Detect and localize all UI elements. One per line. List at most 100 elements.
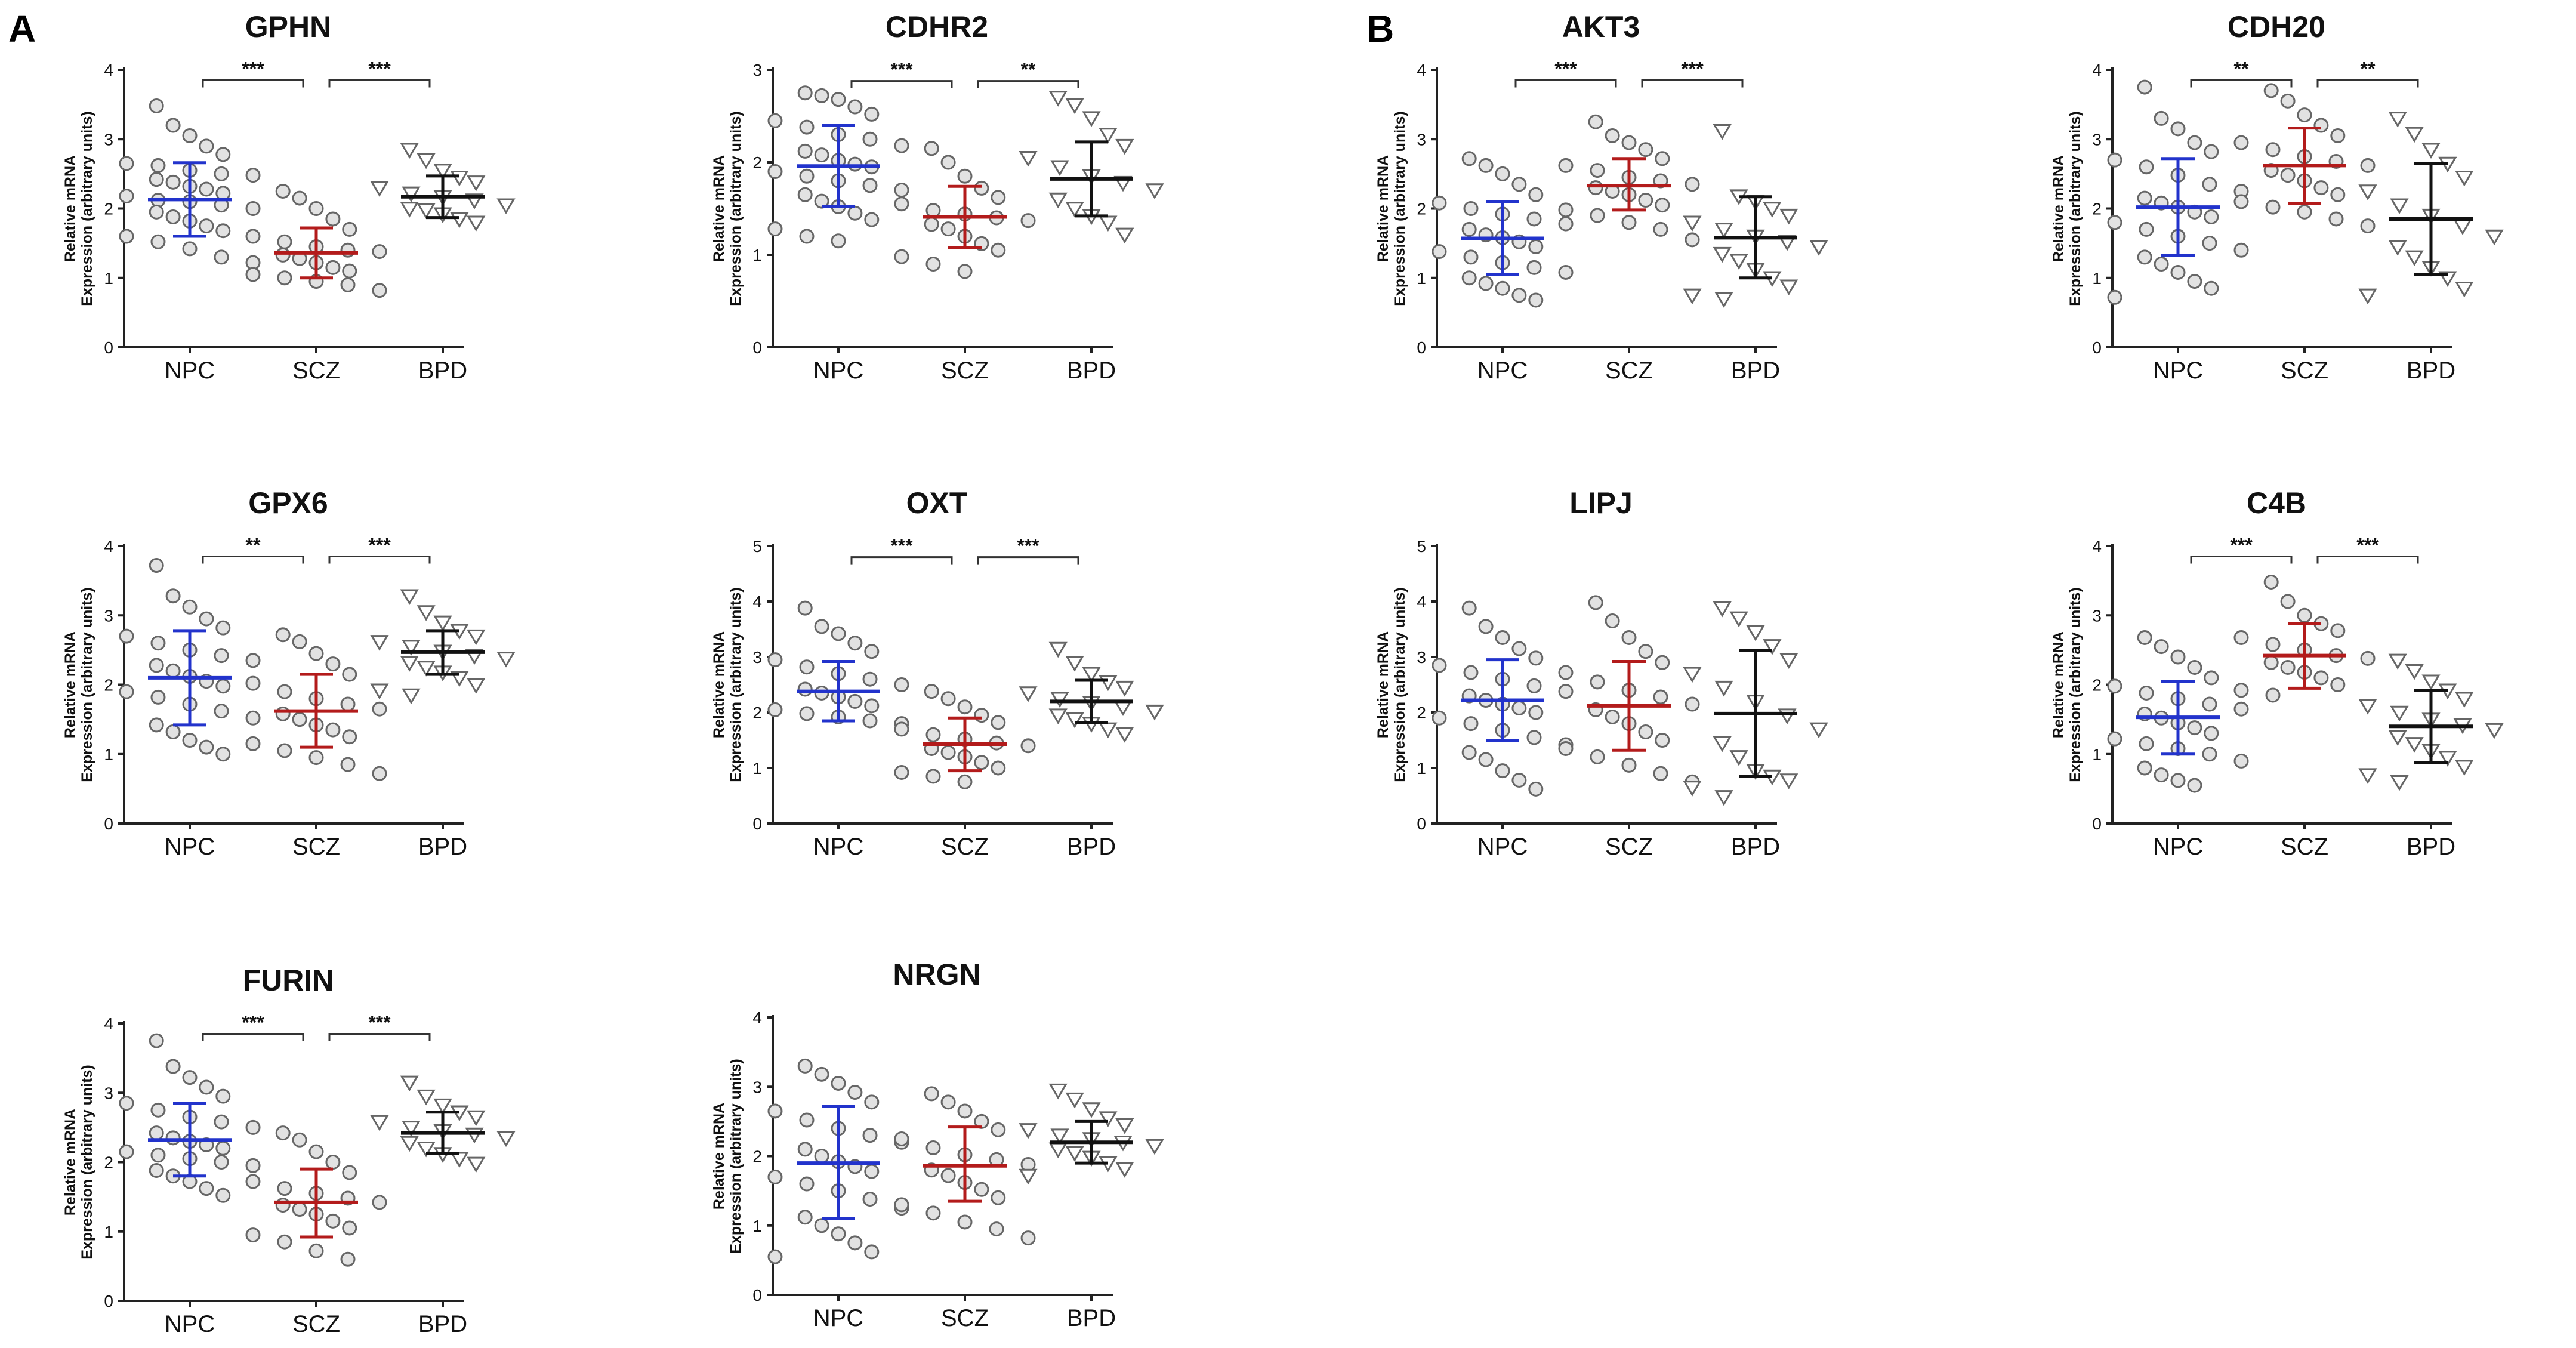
data-point-npc xyxy=(862,1128,878,1143)
data-point-bpd xyxy=(2405,664,2424,680)
data-point-scz xyxy=(2297,204,2312,220)
y-tick-label: 1 xyxy=(2092,745,2102,764)
data-point-scz xyxy=(2330,187,2346,202)
data-point-scz xyxy=(308,201,324,216)
x-tick-label-scz: SCZ xyxy=(2281,834,2328,860)
data-point-npc xyxy=(1463,716,1479,732)
y-axis-label-line2: Expression (arbitrary units) xyxy=(79,1065,95,1259)
data-point-scz xyxy=(2233,194,2249,209)
data-point-scz xyxy=(924,684,939,699)
data-point-bpd xyxy=(1115,227,1134,244)
data-point-bpd xyxy=(370,1115,389,1131)
data-point-bpd xyxy=(2358,768,2377,784)
data-point-scz xyxy=(1558,665,1574,680)
data-point-bpd xyxy=(433,1098,452,1115)
data-point-npc xyxy=(767,1169,783,1184)
data-point-scz xyxy=(925,769,941,784)
significance-bracket xyxy=(328,79,431,88)
data-point-scz xyxy=(1605,709,1620,724)
data-point-scz xyxy=(275,627,291,643)
y-tick-label: 0 xyxy=(752,1286,762,1304)
significance-label: *** xyxy=(1017,535,1039,557)
data-point-npc xyxy=(1461,221,1477,237)
data-point-npc xyxy=(149,172,164,187)
significance-bracket xyxy=(2190,555,2293,564)
data-point-npc xyxy=(245,1158,261,1173)
significance-label: *** xyxy=(242,58,264,79)
data-point-npc xyxy=(119,628,134,644)
data-point-bpd xyxy=(1082,111,1101,127)
data-point-bpd xyxy=(467,215,486,232)
data-point-npc xyxy=(1461,600,1477,616)
data-point-scz xyxy=(991,715,1006,730)
data-point-bpd xyxy=(400,656,419,672)
data-point-npc xyxy=(199,218,214,234)
data-point-npc xyxy=(847,1085,863,1100)
chart-title-lipj: LIPJ xyxy=(1569,486,1633,520)
significance-bracket xyxy=(328,1032,431,1041)
data-point-npc xyxy=(2187,274,2202,289)
y-tick-label: 3 xyxy=(1417,130,1426,149)
data-point-scz xyxy=(277,743,292,758)
data-point-bpd xyxy=(1713,601,1732,618)
chart-nrgn: NRGN Relative mRNA Expression (arbitrary u… xyxy=(711,958,1164,1331)
data-point-npc xyxy=(1495,630,1510,645)
data-point-scz xyxy=(342,1165,357,1180)
data-point-bpd xyxy=(465,1127,484,1144)
data-point-scz xyxy=(277,234,292,249)
data-point-bpd xyxy=(1683,215,1702,232)
y-tick-label: 5 xyxy=(752,537,762,556)
data-point-scz xyxy=(2280,93,2296,109)
x-tick-label-bpd: BPD xyxy=(418,1311,467,1337)
data-point-scz xyxy=(292,190,307,206)
data-point-npc xyxy=(831,1075,846,1091)
data-point-npc xyxy=(2139,685,2154,701)
y-tick-label: 2 xyxy=(752,704,762,722)
data-point-npc xyxy=(2154,257,2169,272)
data-point-scz xyxy=(925,727,941,742)
significance-label: *** xyxy=(368,1011,391,1033)
data-point-scz xyxy=(1558,202,1574,218)
data-point-bpd xyxy=(400,202,419,218)
data-point-npc xyxy=(864,212,880,227)
data-point-bpd xyxy=(433,164,452,180)
data-point-npc xyxy=(797,85,813,101)
data-point-bpd xyxy=(1145,1139,1164,1155)
data-point-npc xyxy=(2137,79,2152,95)
data-point-bpd xyxy=(1019,1123,1038,1139)
data-point-scz xyxy=(894,721,909,737)
data-point-npc xyxy=(767,113,783,128)
data-point-npc xyxy=(149,658,164,673)
data-point-scz xyxy=(308,646,324,661)
data-point-bpd xyxy=(1019,1168,1038,1185)
data-point-scz xyxy=(1653,221,1668,237)
data-point-bpd xyxy=(2405,737,2424,753)
data-point-npc xyxy=(2154,110,2169,126)
data-point-scz xyxy=(308,1243,324,1258)
y-axis-label-line1: Relative mRNA xyxy=(62,631,79,738)
data-point-scz xyxy=(1605,128,1620,143)
data-point-scz xyxy=(957,1214,973,1230)
data-point-npc xyxy=(149,1033,164,1048)
data-point-scz xyxy=(2313,180,2329,196)
data-point-bpd xyxy=(417,661,436,677)
data-point-npc xyxy=(2139,159,2154,175)
data-point-npc xyxy=(847,205,863,221)
y-axis-label-line2: Expression (arbitrary units) xyxy=(2067,111,2084,306)
data-point-npc xyxy=(797,187,813,202)
data-point-bpd xyxy=(1048,708,1068,724)
data-point-bpd xyxy=(1115,1162,1134,1178)
data-point-bpd xyxy=(2388,730,2407,746)
data-point-npc xyxy=(215,1088,231,1104)
data-point-scz xyxy=(1653,689,1668,705)
data-point-bpd xyxy=(417,1089,436,1106)
data-point-npc xyxy=(150,636,166,651)
data-point-scz xyxy=(2263,83,2279,98)
data-point-bpd xyxy=(1115,138,1134,155)
chart-title-gpx6: GPX6 xyxy=(248,486,328,520)
data-point-bpd xyxy=(1082,1102,1101,1118)
data-point-npc xyxy=(2107,215,2122,230)
data-point-npc xyxy=(799,659,815,675)
data-point-npc xyxy=(797,1210,813,1225)
data-point-npc xyxy=(165,118,181,133)
